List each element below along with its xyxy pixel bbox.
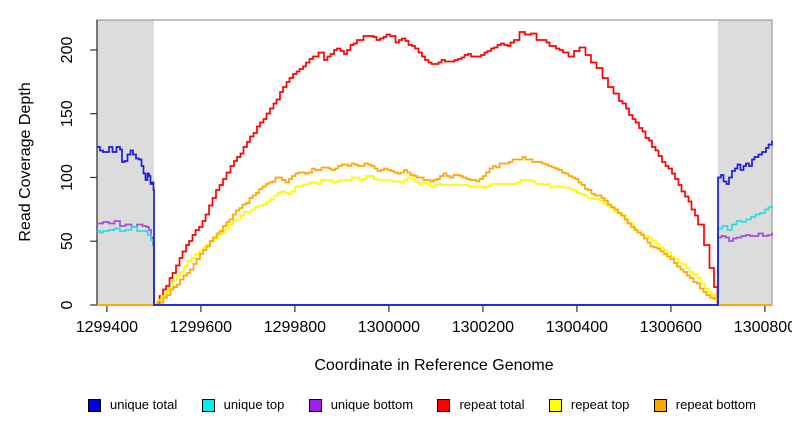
legend-item-unique-bottom: unique bottom: [308, 397, 414, 412]
legend-item-unique-top: unique top: [201, 397, 285, 412]
x-tick-label: 1299400: [76, 319, 138, 336]
legend-item-label: repeat total: [459, 397, 525, 412]
x-axis-title: Coordinate in Reference Genome: [314, 357, 553, 374]
x-tick-label: 1300800: [734, 319, 792, 336]
y-axis-title: Read Coverage Depth: [17, 82, 34, 241]
legend-item-unique-total: unique total: [88, 398, 177, 412]
y-tick-label: 100: [59, 164, 76, 191]
y-tick-label: 50: [59, 232, 76, 250]
legend-item-label: unique top: [223, 397, 285, 412]
legend: unique total unique top unique bottom repea…: [88, 395, 756, 415]
x-tick-label: 1300000: [358, 319, 420, 336]
series-layer: [97, 31, 773, 306]
legend-swatch-icon: [308, 398, 322, 412]
y-tick-label: 200: [59, 37, 76, 64]
legend-swatch-icon: [88, 398, 101, 412]
y-tick-label: 150: [59, 100, 76, 127]
series-line-unique-total: [97, 140, 773, 306]
x-tick-label: 1299800: [264, 319, 326, 336]
legend-swatch-icon: [653, 398, 667, 412]
series-line-repeat-bottom: [97, 156, 772, 306]
axes-layer: 1299400 1299600 1299800 1300000 1300200 13004…: [59, 19, 792, 336]
legend-swatch-icon: [548, 398, 562, 412]
shaded-regions-layer: [97, 20, 772, 305]
legend-item-repeat-bottom: repeat bottom: [653, 397, 756, 412]
legend-swatch-icon: [437, 398, 451, 412]
legend-item-label: repeat bottom: [675, 397, 756, 412]
series-line-repeat-top: [97, 175, 772, 306]
x-tick-label: 1300600: [640, 319, 702, 336]
legend-item-label: unique total: [110, 397, 178, 412]
x-tick-label: 1300200: [452, 319, 514, 336]
legend-item-label: unique bottom: [330, 397, 414, 412]
series-line-unique-bottom: [97, 220, 773, 306]
y-tick-label: 0: [59, 300, 76, 309]
legend-item-label: repeat top: [570, 397, 630, 412]
x-tick-label: 1299600: [170, 319, 232, 336]
x-tick-label: 1300400: [546, 319, 608, 336]
shaded-region: [97, 20, 154, 305]
shaded-region: [717, 20, 772, 305]
legend-item-repeat-top: repeat top: [548, 397, 630, 412]
legend-item-repeat-total: repeat total: [437, 397, 525, 412]
plot-box: [96, 19, 773, 306]
legend-swatch-icon: [201, 398, 215, 412]
series-line-repeat-total: [97, 31, 772, 306]
